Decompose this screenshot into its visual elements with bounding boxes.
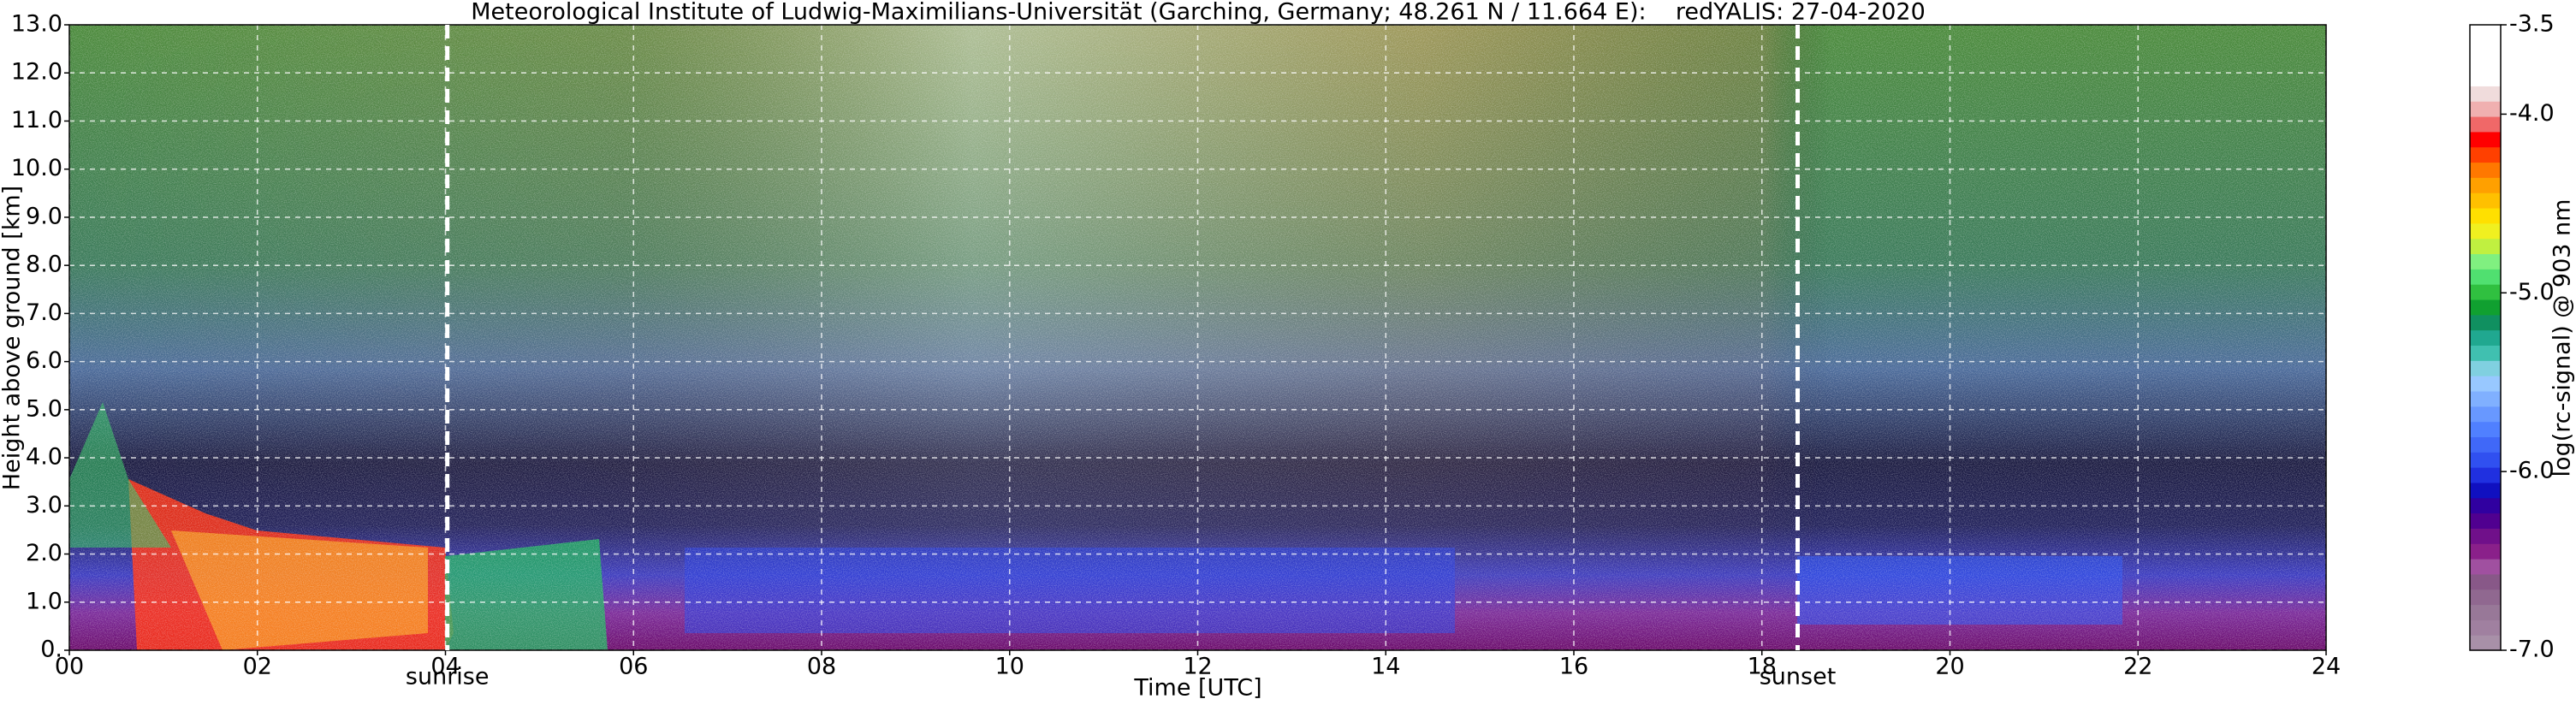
colorbar-segment <box>2470 253 2501 270</box>
colorbar-segment <box>2470 116 2501 133</box>
colorbar-tick-label: -5.0 <box>2509 279 2555 305</box>
colorbar-label: log(rc-signal) @ 903 nm <box>2549 199 2576 477</box>
y-tick-label: 13.0 <box>11 11 62 38</box>
colorbar-segment <box>2470 543 2501 560</box>
colorbar-segment <box>2470 329 2501 347</box>
colorbar-segment <box>2470 131 2501 148</box>
colorbar-segment <box>2470 162 2501 178</box>
colorbar-segment <box>2470 436 2501 453</box>
colorbar-segment <box>2470 360 2501 376</box>
y-tick-label: 4.0 <box>26 444 62 471</box>
y-tick-label: 1.0 <box>26 588 62 614</box>
x-tick-label: 12 <box>1183 654 1212 680</box>
x-tick-label: 00 <box>55 654 84 680</box>
colorbar-tick-label: -3.5 <box>2509 11 2555 38</box>
colorbar-segment <box>2470 207 2501 224</box>
x-axis-label: Time [UTC] <box>1133 675 1261 702</box>
colorbar-segment <box>2470 406 2501 423</box>
colorbar-segment <box>2470 482 2501 499</box>
colorbar-segment <box>2470 177 2501 193</box>
x-tick-label: 02 <box>243 654 272 680</box>
colorbar-segment <box>2470 314 2501 331</box>
y-tick-label: 6.0 <box>26 347 62 374</box>
colorbar-segment <box>2470 589 2501 606</box>
colorbar-segment <box>2470 269 2501 285</box>
colorbar-segment <box>2470 25 2501 41</box>
colorbar-segment <box>2470 390 2501 407</box>
x-tick-label: 10 <box>995 654 1024 680</box>
y-tick-label: 10.0 <box>11 155 62 181</box>
colorbar-segment <box>2470 512 2501 529</box>
colorbar-segment <box>2470 55 2501 72</box>
colorbar-segment <box>2470 70 2501 86</box>
colorbar-segment <box>2470 376 2501 392</box>
colorbar-segment <box>2470 222 2501 240</box>
colorbar-segment <box>2470 146 2501 163</box>
colorbar-segment <box>2470 86 2501 102</box>
x-tick-label: 08 <box>807 654 836 680</box>
colorbar-segment <box>2470 421 2501 437</box>
x-tick-label: 14 <box>1371 654 1400 680</box>
colorbar-segment <box>2470 573 2501 590</box>
colorbar-segment <box>2470 467 2501 483</box>
annotation-label: sunrise <box>406 664 490 690</box>
y-tick-label: 11.0 <box>11 107 62 133</box>
colorbar-segment <box>2470 604 2501 620</box>
colorbar-segment <box>2470 238 2501 255</box>
y-tick-label: 0. <box>40 637 62 663</box>
colorbar-segment <box>2470 497 2501 514</box>
y-tick-label: 9.0 <box>26 203 62 229</box>
colorbar-segment <box>2470 101 2501 117</box>
colorbar-segment <box>2470 559 2501 575</box>
x-tick-label: 22 <box>2123 654 2152 680</box>
y-tick-label: 2.0 <box>26 540 62 566</box>
colorbar-segment <box>2470 452 2501 468</box>
y-tick-label: 12.0 <box>11 59 62 86</box>
y-tick-label: 3.0 <box>26 492 62 518</box>
colorbar-segment <box>2470 528 2501 544</box>
x-tick-label: 24 <box>2312 654 2341 680</box>
colorbar-tick-label: -6.0 <box>2509 458 2555 484</box>
chart-title: Meteorological Institute of Ludwig-Maxim… <box>471 0 1926 26</box>
colorbar-tick-label: -7.0 <box>2509 637 2555 663</box>
x-tick-label: 20 <box>1935 654 1964 680</box>
y-tick-label: 8.0 <box>26 252 62 278</box>
colorbar-segment <box>2470 39 2501 56</box>
colorbar-frame <box>2469 24 2502 651</box>
y-axis-label: Height above ground [km] <box>0 186 26 490</box>
colorbar-segment <box>2470 284 2501 300</box>
colorbar-tick-label: -4.0 <box>2509 100 2555 127</box>
annotation-label: sunset <box>1760 664 1837 690</box>
colorbar-segment <box>2470 619 2501 636</box>
y-tick-label: 7.0 <box>26 299 62 326</box>
colorbar-segment <box>2470 345 2501 361</box>
colorbar-segment <box>2470 193 2501 209</box>
colorbar-segment <box>2470 635 2501 651</box>
x-tick-label: 06 <box>619 654 648 680</box>
y-tick-label: 5.0 <box>26 395 62 422</box>
x-tick-label: 18 <box>1748 654 1777 680</box>
x-tick-label: 04 <box>430 654 460 680</box>
x-tick-label: 16 <box>1559 654 1588 680</box>
colorbar-segment <box>2470 299 2501 316</box>
